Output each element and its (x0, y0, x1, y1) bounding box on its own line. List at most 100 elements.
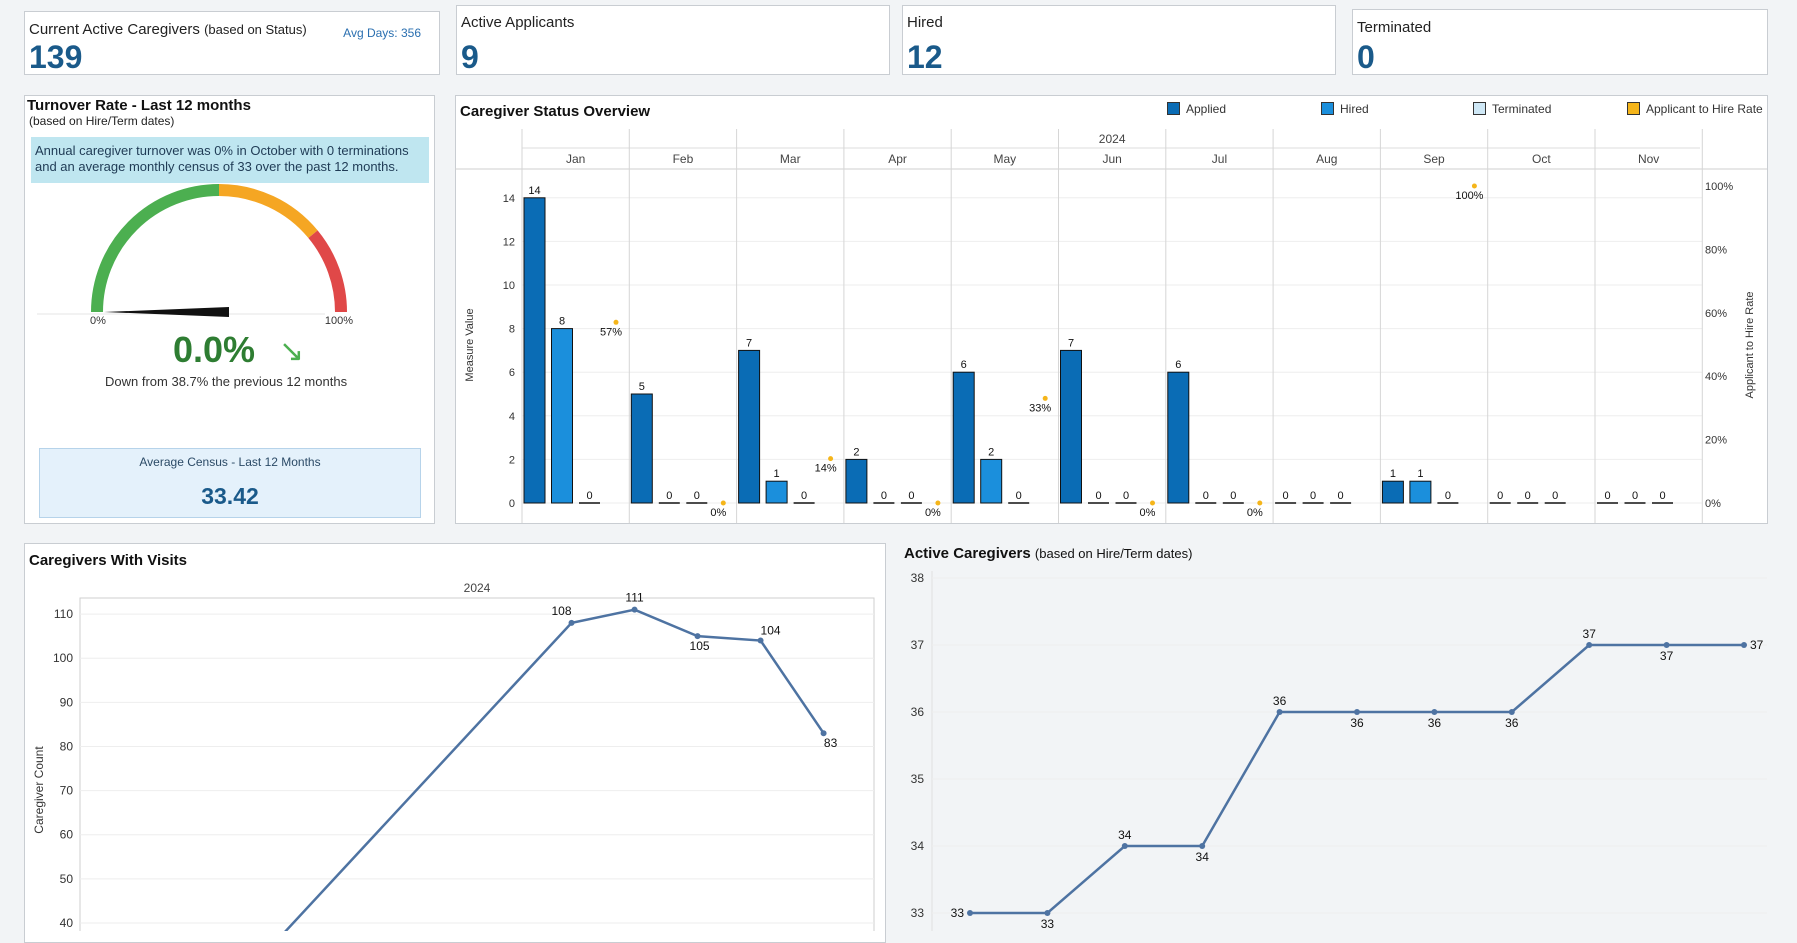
status-bar-label: 7 (746, 337, 752, 349)
status-bar-applied (1167, 371, 1190, 504)
status-month-label: Nov (1638, 152, 1659, 166)
visits-line (284, 608, 825, 931)
status-bar-label: 1 (1390, 468, 1396, 480)
status-bar-label: 2 (988, 446, 994, 458)
visits-point (757, 637, 764, 644)
active-caregivers-subtitle: (based on Hire/Term dates) (1034, 546, 1193, 561)
visits-point-label: 104 (761, 624, 781, 638)
status-month-label: May (994, 152, 1017, 166)
active-point-label: 33 (951, 906, 965, 920)
kpi-hired-value: 12 (907, 39, 943, 75)
status-bar-label: 0 (1283, 490, 1289, 502)
active-point (1431, 709, 1438, 715)
status-hire-rate-label: 0% (1140, 507, 1156, 519)
active-point (1044, 910, 1051, 916)
kpi-current-label: Current Active Caregivers (based on Stat… (29, 21, 307, 38)
active-point-label: 37 (1660, 649, 1674, 663)
active-y-tick: 36 (911, 705, 925, 719)
visits-point (820, 730, 827, 737)
status-bar-label: 0 (1338, 490, 1344, 502)
active-point-label: 36 (1350, 716, 1364, 730)
active-point-label: 36 (1428, 716, 1442, 730)
status-y-axis-label: Measure Value (464, 308, 476, 381)
status-bar-applied (952, 371, 975, 504)
kpi-applicants-label: Active Applicants (461, 14, 575, 31)
status-bar-applied (845, 458, 868, 504)
visits-y-tick: 90 (60, 695, 74, 709)
active-point-label: 33 (1041, 917, 1055, 931)
turnover-gauge: 0% 100% (37, 184, 353, 324)
status-bar-label: 1 (1417, 468, 1423, 480)
kpi-hired-label: Hired (907, 14, 943, 31)
legend-applied-label: Applied (1186, 102, 1227, 116)
visits-point-label: 108 (552, 604, 572, 618)
status-hire-rate-label: 33% (1029, 402, 1051, 414)
status-bar-label: 0 (881, 490, 887, 502)
trend-down-icon: ↘ (279, 335, 305, 368)
status-hire-rate-label: 100% (1455, 190, 1483, 202)
status-hire-rate-label: 0% (1247, 507, 1263, 519)
status-y-tick: 6 (509, 367, 515, 379)
turnover-title: Turnover Rate - Last 12 months (27, 97, 251, 114)
kpi-hired: Hired 12 (902, 5, 1336, 75)
status-bar-label: 0 (694, 490, 700, 502)
visits-y-tick: 100 (53, 651, 73, 665)
status-hire-rate-label: 0% (710, 507, 726, 519)
census-label: Average Census - Last 12 Months (139, 455, 321, 469)
turnover-value: 0.0% (173, 329, 256, 370)
status-hire-rate-point (1257, 500, 1263, 506)
status-bar-hired (765, 480, 788, 504)
status-bar-label: 14 (528, 185, 540, 197)
kpi-current-active: Current Active Caregivers (based on Stat… (24, 11, 440, 75)
status-overview-title: Caregiver Status Overview (460, 103, 651, 120)
status-bar-label: 1 (774, 468, 780, 480)
turnover-trend-text: Down from 38.7% the previous 12 months (105, 374, 348, 389)
status-y-tick: 0 (509, 498, 515, 510)
active-point-label: 37 (1583, 627, 1597, 641)
visits-y-tick: 60 (60, 828, 74, 842)
kpi-terminated-label: Terminated (1357, 19, 1432, 36)
status-month-label: Jun (1102, 152, 1121, 166)
status-hire-rate-point (613, 319, 619, 325)
legend-hired-label: Hired (1340, 102, 1369, 116)
active-y-tick: 34 (911, 839, 925, 853)
legend-terminated: Terminated (1473, 102, 1551, 116)
status-y2-tick: 80% (1705, 244, 1727, 256)
status-bar-applied (1381, 480, 1404, 504)
legend-hire-rate: Applicant to Hire Rate (1627, 102, 1763, 116)
status-bar-label: 0 (1445, 490, 1451, 502)
active-caregivers-title-text: Active Caregivers (904, 545, 1031, 562)
census-value: 33.42 (201, 483, 259, 509)
active-point (1199, 843, 1206, 849)
status-hire-rate-label: 0% (925, 507, 941, 519)
status-month-label: Oct (1532, 152, 1551, 166)
gauge-min-label: 0% (90, 315, 106, 324)
status-bar-label: 0 (586, 490, 592, 502)
status-bar-label: 0 (1016, 490, 1022, 502)
status-bar-label: 0 (1525, 490, 1531, 502)
status-y-tick: 4 (509, 411, 515, 423)
status-bar-label: 0 (1659, 490, 1665, 502)
status-bar-label: 0 (801, 490, 807, 502)
status-hire-rate-point (935, 500, 941, 506)
status-bar-label: 0 (666, 490, 672, 502)
visits-panel: Caregivers With Visits (24, 543, 886, 943)
status-bar-label: 0 (1497, 490, 1503, 502)
status-hire-rate-point (828, 456, 834, 462)
status-y-tick: 2 (509, 454, 515, 466)
active-point-label: 37 (1750, 638, 1764, 652)
status-bar-label: 0 (1123, 490, 1129, 502)
status-y2-tick: 40% (1705, 371, 1727, 383)
visits-point (631, 606, 638, 613)
status-bar-label: 6 (961, 359, 967, 371)
avg-days-link[interactable]: Avg Days: 356 (343, 26, 421, 40)
visits-point-label: 83 (824, 736, 838, 750)
status-bar-label: 8 (559, 316, 565, 328)
average-census-box: Average Census - Last 12 Months 33.42 (39, 448, 421, 518)
kpi-terminated-value: 0 (1357, 39, 1375, 75)
gauge-needle (104, 307, 229, 317)
visits-point-label: 105 (690, 639, 710, 653)
active-point-label: 36 (1273, 694, 1287, 708)
legend-hired: Hired (1321, 102, 1369, 116)
